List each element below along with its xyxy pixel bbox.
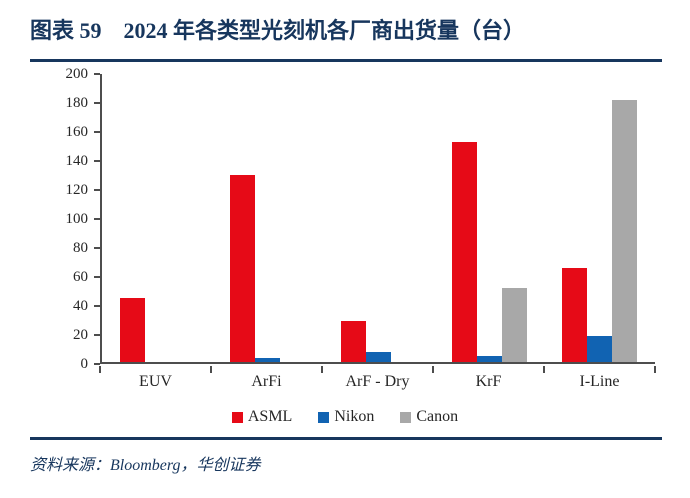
legend-item-asml: ASML — [231, 408, 293, 426]
y-tick-label: 200 — [65, 66, 89, 82]
bar-asml-arf-dry — [340, 321, 366, 362]
bar-nikon-krf — [476, 356, 502, 362]
x-tick-mark — [321, 366, 323, 373]
y-tick-label: 0 — [80, 356, 89, 372]
legend-swatch-asml — [231, 411, 243, 423]
y-tick-mark — [94, 160, 100, 162]
y-tick-mark — [94, 363, 100, 365]
y-tick-mark — [94, 334, 100, 336]
y-tick-mark — [94, 131, 100, 133]
bar-group-euv — [102, 74, 213, 362]
plot-area — [100, 74, 655, 364]
figure-header: 图表 59 2024 年各类型光刻机各厂商出货量（台） — [0, 0, 690, 59]
legend-swatch-canon — [400, 411, 412, 423]
bar-nikon-i-line — [587, 335, 613, 362]
y-tick-mark — [94, 247, 100, 249]
y-tick-mark — [94, 102, 100, 104]
legend-item-nikon: Nikon — [318, 408, 374, 426]
y-tick-label: 120 — [65, 182, 89, 198]
legend-label-asml: ASML — [247, 408, 293, 425]
legend-label-canon: Canon — [416, 408, 459, 425]
x-axis-label: I-Line — [579, 373, 620, 390]
chart-legend: ASML Nikon Canon — [0, 408, 690, 426]
y-tick-label: 180 — [65, 95, 89, 111]
x-tick-mark — [99, 366, 101, 373]
bar-asml-arfi — [230, 174, 256, 362]
bar-group-arfi — [213, 74, 324, 362]
y-tick-mark — [94, 305, 100, 307]
x-axis-labels: EUV ArFi ArF - Dry KrF I-Line — [100, 373, 655, 391]
x-tick-mark — [210, 366, 212, 373]
bar-nikon-arf-dry — [365, 351, 391, 362]
legend-swatch-nikon — [318, 411, 330, 423]
y-tick-mark — [94, 276, 100, 278]
bar-canon-i-line — [612, 99, 638, 362]
y-tick-label: 80 — [73, 240, 88, 256]
y-tick-label: 140 — [65, 153, 89, 169]
source-note: 资料来源：Bloomberg，华创证券 — [30, 457, 261, 474]
x-tick-mark — [432, 366, 434, 373]
figure-label: 图表 59 — [30, 18, 102, 43]
y-tick-mark — [94, 73, 100, 75]
y-tick-mark — [94, 189, 100, 191]
x-axis-label: ArFi — [251, 373, 282, 390]
y-tick-label: 60 — [73, 269, 88, 285]
legend-item-canon: Canon — [400, 408, 458, 426]
bar-canon-krf — [501, 288, 527, 362]
bar-chart: 200 180 160 140 120 100 80 60 40 20 0 EUV ArFi ArF -… — [0, 62, 690, 437]
x-axis-label: ArF - Dry — [345, 373, 410, 390]
x-tick-mark — [654, 366, 656, 373]
source-divider — [30, 437, 662, 440]
bar-group-i-line — [544, 74, 655, 362]
y-tick-label: 40 — [73, 298, 88, 314]
y-tick-label: 160 — [65, 124, 89, 140]
y-tick-mark — [94, 218, 100, 220]
bar-group-arf-dry — [323, 74, 434, 362]
bar-asml-i-line — [562, 267, 588, 362]
legend-label-nikon: Nikon — [334, 408, 375, 425]
y-tick-label: 100 — [65, 211, 89, 227]
bar-group-krf — [434, 74, 545, 362]
title-divider — [30, 59, 662, 62]
bar-nikon-arfi — [255, 357, 281, 362]
figure-title: 2024 年各类型光刻机各厂商出货量（台） — [123, 18, 526, 43]
x-axis-label: EUV — [139, 373, 172, 390]
x-axis-label: KrF — [475, 373, 502, 390]
bar-asml-euv — [119, 298, 145, 362]
y-tick-label: 20 — [73, 327, 88, 343]
x-tick-mark — [543, 366, 545, 373]
bar-asml-krf — [451, 141, 477, 362]
